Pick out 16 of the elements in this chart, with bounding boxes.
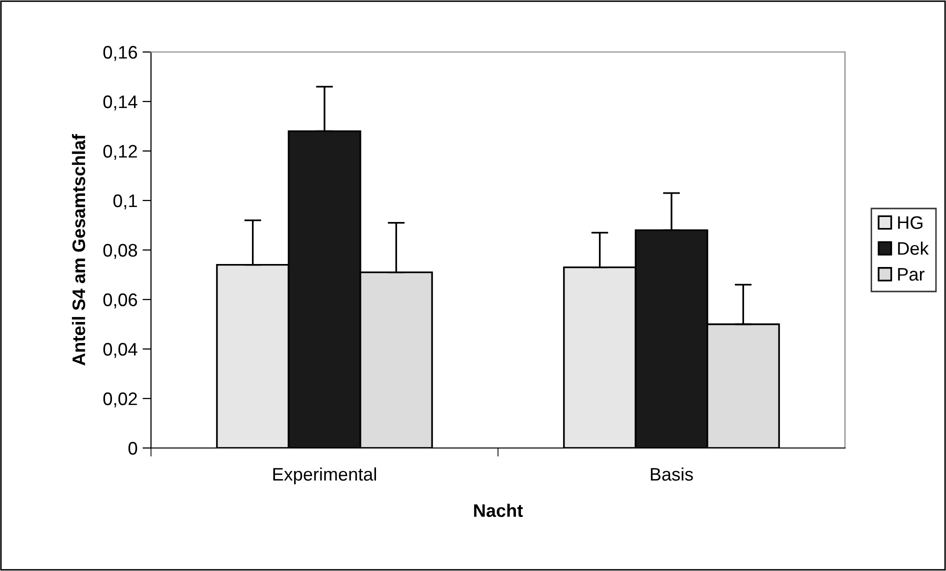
x-tick-label: Experimental [273, 467, 376, 484]
legend-label: HG [898, 216, 922, 229]
y-tick-label: 0 [128, 442, 138, 455]
legend-label: Par [898, 268, 924, 281]
y-tick-label: 0,08 [103, 244, 138, 259]
y-tick-label: 0,06 [103, 293, 138, 308]
y-tick-label: 0,1 [113, 194, 137, 210]
x-axis-title: Nacht [474, 504, 523, 517]
legend-label: Dek [898, 242, 929, 255]
y-axis-title: Anteil S4 am Gesamtschlaf [72, 134, 86, 366]
y-tick-label: 0,02 [103, 392, 137, 408]
y-tick-label: 0,14 [103, 95, 138, 110]
y-tick-label: 0,12 [103, 144, 137, 160]
x-tick-label: Basis [650, 467, 693, 481]
y-tick-label: 0,16 [103, 46, 138, 61]
y-tick-label: 0,04 [103, 342, 138, 358]
